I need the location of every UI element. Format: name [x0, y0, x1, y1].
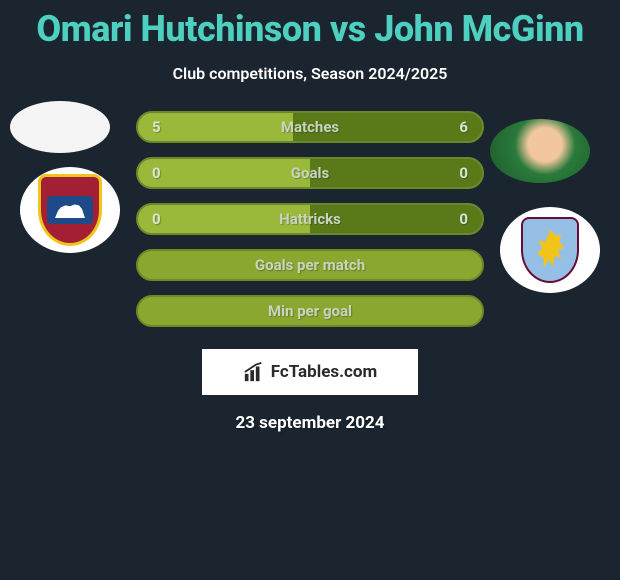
stat-right-value: 0 — [459, 210, 468, 228]
stat-row-goals-per-match: Goals per match — [136, 249, 484, 281]
stat-right-value: 0 — [459, 164, 468, 182]
stat-left-value: 0 — [152, 164, 161, 182]
stat-rows: 5 Matches 6 0 Goals 0 0 Hattricks 0 Goal… — [136, 111, 484, 327]
club-right-badge — [500, 207, 600, 293]
date-label: 23 september 2024 — [0, 413, 620, 433]
player-right-avatar — [490, 119, 590, 183]
stat-row-hattricks: 0 Hattricks 0 — [136, 203, 484, 235]
stat-label: Goals — [291, 164, 329, 182]
stat-row-matches: 5 Matches 6 — [136, 111, 484, 143]
comparison-content: 5 Matches 6 0 Goals 0 0 Hattricks 0 Goal… — [0, 111, 620, 433]
stat-label: Goals per match — [255, 256, 365, 274]
stat-row-min-per-goal: Min per goal — [136, 295, 484, 327]
brand-box: FcTables.com — [202, 349, 418, 395]
brand-label: FcTables.com — [271, 362, 377, 382]
stat-left-value: 0 — [152, 210, 161, 228]
stat-label: Min per goal — [268, 302, 352, 320]
subtitle: Club competitions, Season 2024/2025 — [0, 64, 620, 83]
page-title: Omari Hutchinson vs John McGinn — [0, 0, 620, 50]
stat-left-value: 5 — [152, 118, 161, 136]
club-left-badge — [20, 167, 120, 253]
stat-row-goals: 0 Goals 0 — [136, 157, 484, 189]
stat-label: Matches — [281, 118, 339, 136]
aston-villa-shield-icon — [521, 217, 579, 283]
player-left-avatar — [10, 101, 110, 153]
stat-label: Hattricks — [279, 210, 341, 228]
bar-chart-icon — [243, 361, 265, 383]
ipswich-shield-icon — [38, 174, 102, 246]
stat-right-value: 6 — [459, 118, 468, 136]
